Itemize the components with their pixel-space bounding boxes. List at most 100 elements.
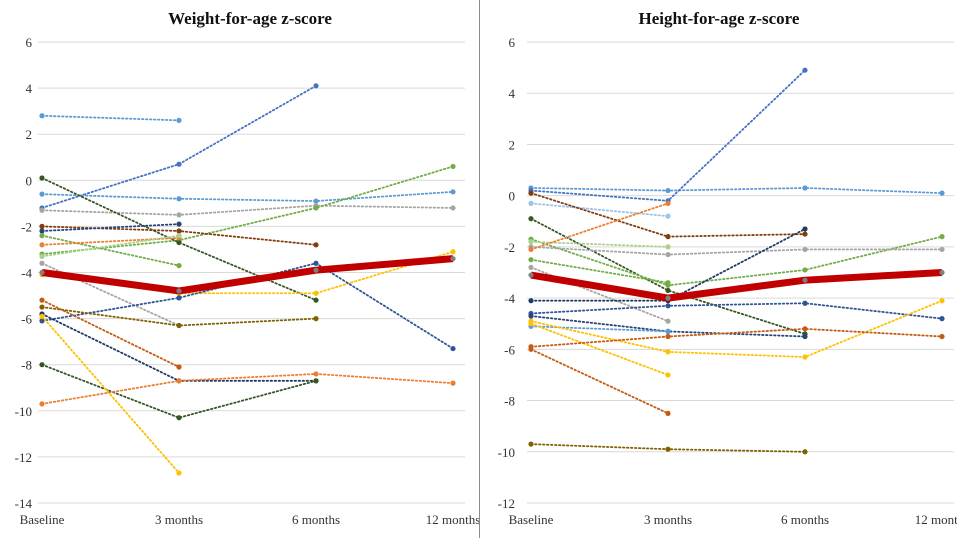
series-line	[530, 258, 669, 284]
data-point	[313, 371, 319, 377]
series-line	[41, 204, 454, 216]
data-point	[39, 175, 45, 181]
data-point	[939, 246, 945, 253]
data-point	[528, 257, 534, 263]
data-point	[176, 239, 182, 246]
data-point	[665, 287, 671, 294]
data-point	[665, 303, 671, 309]
chart-title: Height-for-age z-score	[639, 9, 800, 28]
data-point	[665, 446, 671, 452]
data-point	[939, 333, 945, 340]
y-tick-label: 2	[509, 137, 516, 152]
x-tick-label: 6 months	[292, 512, 340, 527]
mean-line	[530, 269, 943, 302]
data-point	[176, 415, 182, 421]
data-point	[528, 190, 534, 196]
chart-title: Weight-for-age z-score	[168, 9, 332, 28]
data-point	[39, 304, 45, 310]
data-point	[313, 205, 319, 211]
series-line	[530, 202, 669, 251]
mean-point	[176, 288, 182, 294]
data-point	[802, 246, 808, 253]
series-line	[530, 245, 943, 256]
series-line	[530, 69, 806, 202]
series-line	[530, 327, 943, 348]
data-point	[39, 223, 45, 229]
series-line	[530, 302, 943, 320]
series-line	[41, 190, 454, 202]
series-line	[530, 202, 669, 218]
y-tick-label: -12	[15, 450, 32, 465]
mean-point	[939, 269, 945, 276]
data-point	[528, 200, 534, 206]
series-line	[41, 114, 180, 122]
data-point	[39, 113, 45, 119]
y-tick-label: 4	[509, 86, 516, 101]
series-line	[530, 240, 669, 248]
mean-line	[41, 255, 454, 295]
y-tick-label: -8	[21, 358, 32, 373]
data-point	[665, 280, 671, 286]
data-point	[450, 205, 456, 211]
weight-for-age-chart: Weight-for-age z-score 6 4 2 0 -2 -4 -6 -8 -10 -1…	[15, 9, 481, 527]
series-line	[41, 315, 180, 474]
series-line	[530, 348, 669, 415]
y-tick-label: -10	[498, 445, 515, 460]
data-point	[665, 349, 671, 355]
data-point	[176, 117, 182, 123]
data-point	[939, 234, 945, 240]
data-point	[176, 221, 182, 227]
y-tick-label: -2	[21, 219, 32, 234]
data-point	[665, 213, 671, 219]
data-point	[313, 378, 319, 384]
data-point	[39, 297, 45, 303]
data-point	[939, 316, 945, 322]
data-point	[39, 242, 45, 248]
data-point	[802, 333, 808, 340]
y-tick-label: -10	[15, 404, 32, 419]
data-point	[802, 326, 808, 332]
y-tick-label: -6	[21, 312, 32, 327]
data-point	[39, 253, 45, 259]
data-point	[450, 163, 456, 170]
mean-point	[39, 269, 45, 276]
mean-point	[802, 277, 808, 283]
data-point	[450, 345, 456, 352]
data-point	[176, 262, 182, 269]
x-tick-label: 3 months	[644, 512, 692, 527]
data-point	[450, 249, 456, 255]
data-point	[176, 212, 182, 218]
x-tick-label: 6 months	[781, 512, 829, 527]
data-point	[39, 401, 45, 407]
data-point	[939, 298, 945, 304]
y-tick-label: 2	[26, 127, 33, 142]
data-point	[176, 295, 182, 301]
data-point	[528, 239, 534, 245]
data-point	[313, 198, 319, 204]
y-tick-label: -2	[504, 240, 515, 255]
data-point	[39, 233, 45, 239]
data-point	[313, 242, 319, 248]
series-line	[530, 187, 943, 195]
data-point	[665, 200, 671, 206]
data-point	[802, 449, 808, 455]
data-point	[802, 67, 808, 73]
mean-point	[665, 295, 671, 301]
x-tick-label: 12 months	[426, 512, 481, 527]
series-line	[41, 373, 454, 405]
series-line	[41, 262, 454, 350]
series-line	[530, 299, 943, 358]
y-tick-label: -4	[21, 266, 32, 281]
y-tick-label: 0	[26, 173, 33, 188]
data-point	[39, 260, 45, 266]
series-line	[530, 322, 669, 376]
mean-point	[528, 272, 534, 278]
y-tick-label: -8	[504, 394, 515, 409]
data-point	[665, 244, 671, 250]
data-point	[176, 196, 182, 202]
x-tick-label: 3 months	[155, 512, 203, 527]
data-point	[39, 313, 45, 319]
data-point	[39, 191, 45, 197]
data-point	[665, 318, 671, 324]
x-tick-label: Baseline	[509, 512, 554, 527]
